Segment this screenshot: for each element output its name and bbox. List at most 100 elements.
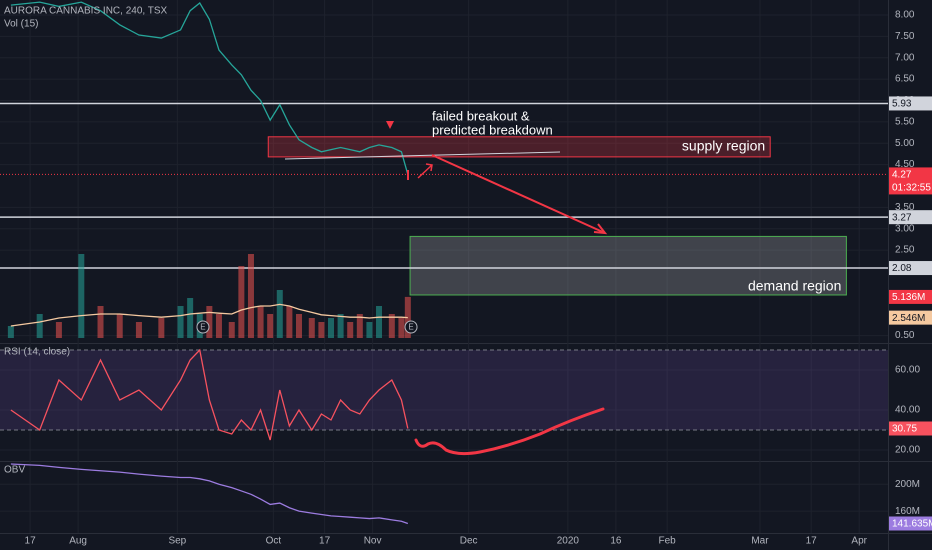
down-marker [386, 121, 394, 129]
event-label: E [408, 323, 413, 332]
zone [409, 235, 847, 296]
trend-line [284, 151, 561, 160]
volume-bar [97, 306, 104, 338]
y-tick-label: 6.50 [895, 74, 915, 85]
volume-bar [276, 290, 283, 338]
zone-label: demand region [748, 278, 841, 294]
arrow-head [593, 223, 608, 235]
rsi-band [0, 350, 888, 430]
rsi-last-label-box [889, 421, 932, 436]
y-tick-label: 60.00 [895, 365, 920, 376]
volume-bar [356, 314, 363, 338]
volume-bar [177, 306, 184, 338]
volume-bar [7, 326, 14, 338]
volume-bar [78, 254, 85, 338]
volume-bar [398, 318, 405, 338]
x-tick-label: 2020 [557, 536, 580, 547]
volume-last-label: 5.136M [892, 292, 925, 303]
event-marker [196, 320, 210, 334]
zone-label: supply region [682, 138, 765, 154]
volume-bar [228, 322, 235, 338]
forecast-curve [414, 407, 605, 456]
arrow-head [425, 163, 433, 172]
chart-title: AURORA CANNABIS INC, 240, TSX [4, 6, 168, 17]
y-tick-label: 160M [895, 506, 920, 517]
level-label-box [889, 96, 932, 111]
volume-title: Vol (15) [4, 19, 38, 30]
arrow [417, 164, 433, 179]
level-label: 3.27 [892, 212, 912, 223]
volume-last-label-box [889, 289, 932, 304]
y-tick-label: 40.00 [895, 405, 920, 416]
countdown-label-box [889, 180, 932, 195]
volume-bar [158, 318, 165, 338]
y-tick-label: 8.00 [895, 10, 915, 21]
x-tick-label: 17 [319, 536, 331, 547]
volume-bar [308, 318, 315, 338]
volume-bar [257, 306, 264, 338]
volume-bar [318, 322, 325, 338]
y-tick-label: 3.00 [895, 223, 915, 234]
y-tick-label: 5.50 [895, 116, 915, 127]
x-tick-label: Sep [168, 536, 186, 547]
annotation: failed breakout & [432, 108, 530, 123]
x-tick-label: Feb [659, 536, 677, 547]
volume-bar [135, 322, 142, 338]
volume-bar [327, 318, 334, 338]
x-tick-label: 17 [25, 536, 37, 547]
volume-bar [388, 314, 395, 338]
rsi-line [10, 348, 409, 441]
y-tick-label: 7.00 [895, 52, 915, 63]
x-tick-label: Mar [751, 536, 769, 547]
y-tick-label: 0.50 [895, 330, 915, 341]
obv-last-label: 141.635M [892, 519, 932, 530]
level-label: 5.93 [892, 99, 912, 110]
y-tick-label: 4.50 [895, 159, 915, 170]
event-label: E [200, 323, 205, 332]
volume-bar [206, 306, 213, 338]
event-marker [404, 320, 418, 334]
rsi-last-label: 30.75 [892, 424, 917, 435]
volume-bar [337, 314, 344, 338]
last-price-label-box [889, 167, 932, 182]
y-tick-label: 200M [895, 479, 920, 490]
level-label-box [889, 210, 932, 225]
volume-ma [10, 303, 408, 327]
x-tick-label: 17 [806, 536, 818, 547]
zone [267, 136, 771, 158]
arrow [431, 154, 606, 234]
obv-last-label-box [889, 516, 932, 531]
x-tick-label: Oct [266, 536, 282, 547]
volume-bar [295, 314, 302, 338]
last-price-label: 4.27 [892, 170, 912, 181]
annotation: predicted breakdown [432, 122, 553, 137]
y-tick-label: 7.50 [895, 31, 915, 42]
volume-ma-last-label: 2.546M [892, 313, 925, 324]
level-label: 2.08 [892, 263, 912, 274]
x-tick-label: Dec [460, 536, 478, 547]
y-tick-label: 2.50 [895, 245, 915, 256]
volume-ma-last-label-box [889, 310, 932, 325]
volume-bar [286, 306, 293, 338]
rsi-title: RSI (14, close) [4, 347, 70, 358]
volume-bar [215, 314, 222, 338]
volume-bar [116, 314, 123, 338]
obv-title: OBV [4, 465, 25, 476]
volume-bar [247, 254, 254, 338]
volume-bar [55, 322, 62, 338]
volume-bar [238, 266, 245, 338]
x-tick-label: 16 [610, 536, 622, 547]
x-tick-label: Aug [69, 536, 87, 547]
volume-bar [267, 314, 274, 338]
volume-bar [376, 306, 383, 338]
level-label-box [889, 261, 932, 276]
x-tick-label: Apr [851, 536, 867, 547]
countdown-label: 01:32:55 [892, 183, 931, 194]
volume-bar [36, 314, 43, 338]
volume-bar [366, 322, 373, 338]
y-tick-label: 20.00 [895, 445, 920, 456]
volume-bar [347, 322, 354, 338]
